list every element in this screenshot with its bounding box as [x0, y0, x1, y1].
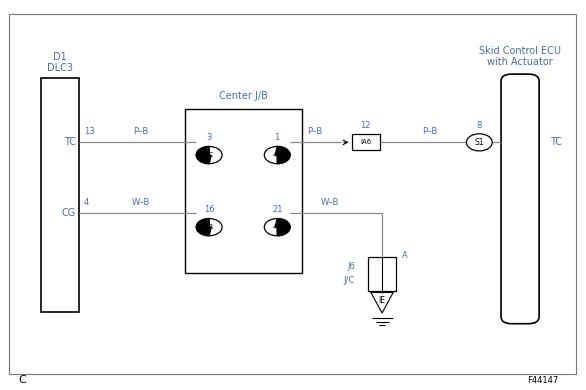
Text: Center J/B: Center J/B [219, 90, 268, 101]
Text: TC: TC [550, 137, 561, 147]
Text: J6: J6 [347, 262, 355, 271]
Polygon shape [275, 218, 290, 236]
Text: 4C: 4C [272, 152, 282, 158]
Text: 4B: 4B [272, 224, 282, 230]
FancyBboxPatch shape [501, 74, 539, 324]
Text: 12: 12 [360, 121, 371, 130]
Text: TC: TC [64, 137, 76, 147]
Text: C: C [19, 375, 26, 385]
Text: J/C: J/C [344, 277, 355, 285]
Text: 4: 4 [84, 197, 89, 207]
Text: P–B: P–B [307, 127, 323, 136]
Text: 8: 8 [476, 121, 482, 130]
Polygon shape [196, 218, 211, 236]
Bar [41, 78, 79, 312]
Text: with Actuator: with Actuator [487, 57, 553, 67]
Circle shape [196, 218, 222, 236]
Circle shape [264, 218, 290, 236]
Text: 21: 21 [272, 206, 282, 214]
Text: IA6: IA6 [360, 139, 372, 145]
Polygon shape [275, 147, 290, 164]
Bar [352, 134, 380, 150]
Text: F44147: F44147 [527, 376, 558, 385]
Circle shape [196, 147, 222, 164]
Text: W–B: W–B [131, 197, 150, 207]
Text: 4C: 4C [205, 152, 214, 158]
Text: S1: S1 [475, 138, 484, 147]
Text: DLC3: DLC3 [47, 63, 73, 73]
Circle shape [466, 134, 492, 151]
Text: P–B: P–B [133, 127, 148, 136]
Text: 13: 13 [84, 127, 95, 136]
Text: 16: 16 [204, 206, 214, 214]
Text: W–B: W–B [321, 197, 339, 207]
Circle shape [264, 147, 290, 164]
Text: A: A [402, 251, 408, 260]
Text: D1: D1 [53, 51, 67, 62]
Text: 1: 1 [275, 133, 280, 142]
Bar [185, 109, 302, 273]
Text: CG: CG [62, 207, 76, 218]
Text: IE: IE [379, 296, 386, 305]
Text: 3: 3 [206, 133, 212, 142]
Text: Skid Control ECU: Skid Control ECU [479, 46, 561, 56]
Text: P–B: P–B [422, 127, 437, 136]
Text: 4B: 4B [205, 224, 214, 230]
Polygon shape [196, 147, 211, 164]
Bar [368, 257, 396, 291]
